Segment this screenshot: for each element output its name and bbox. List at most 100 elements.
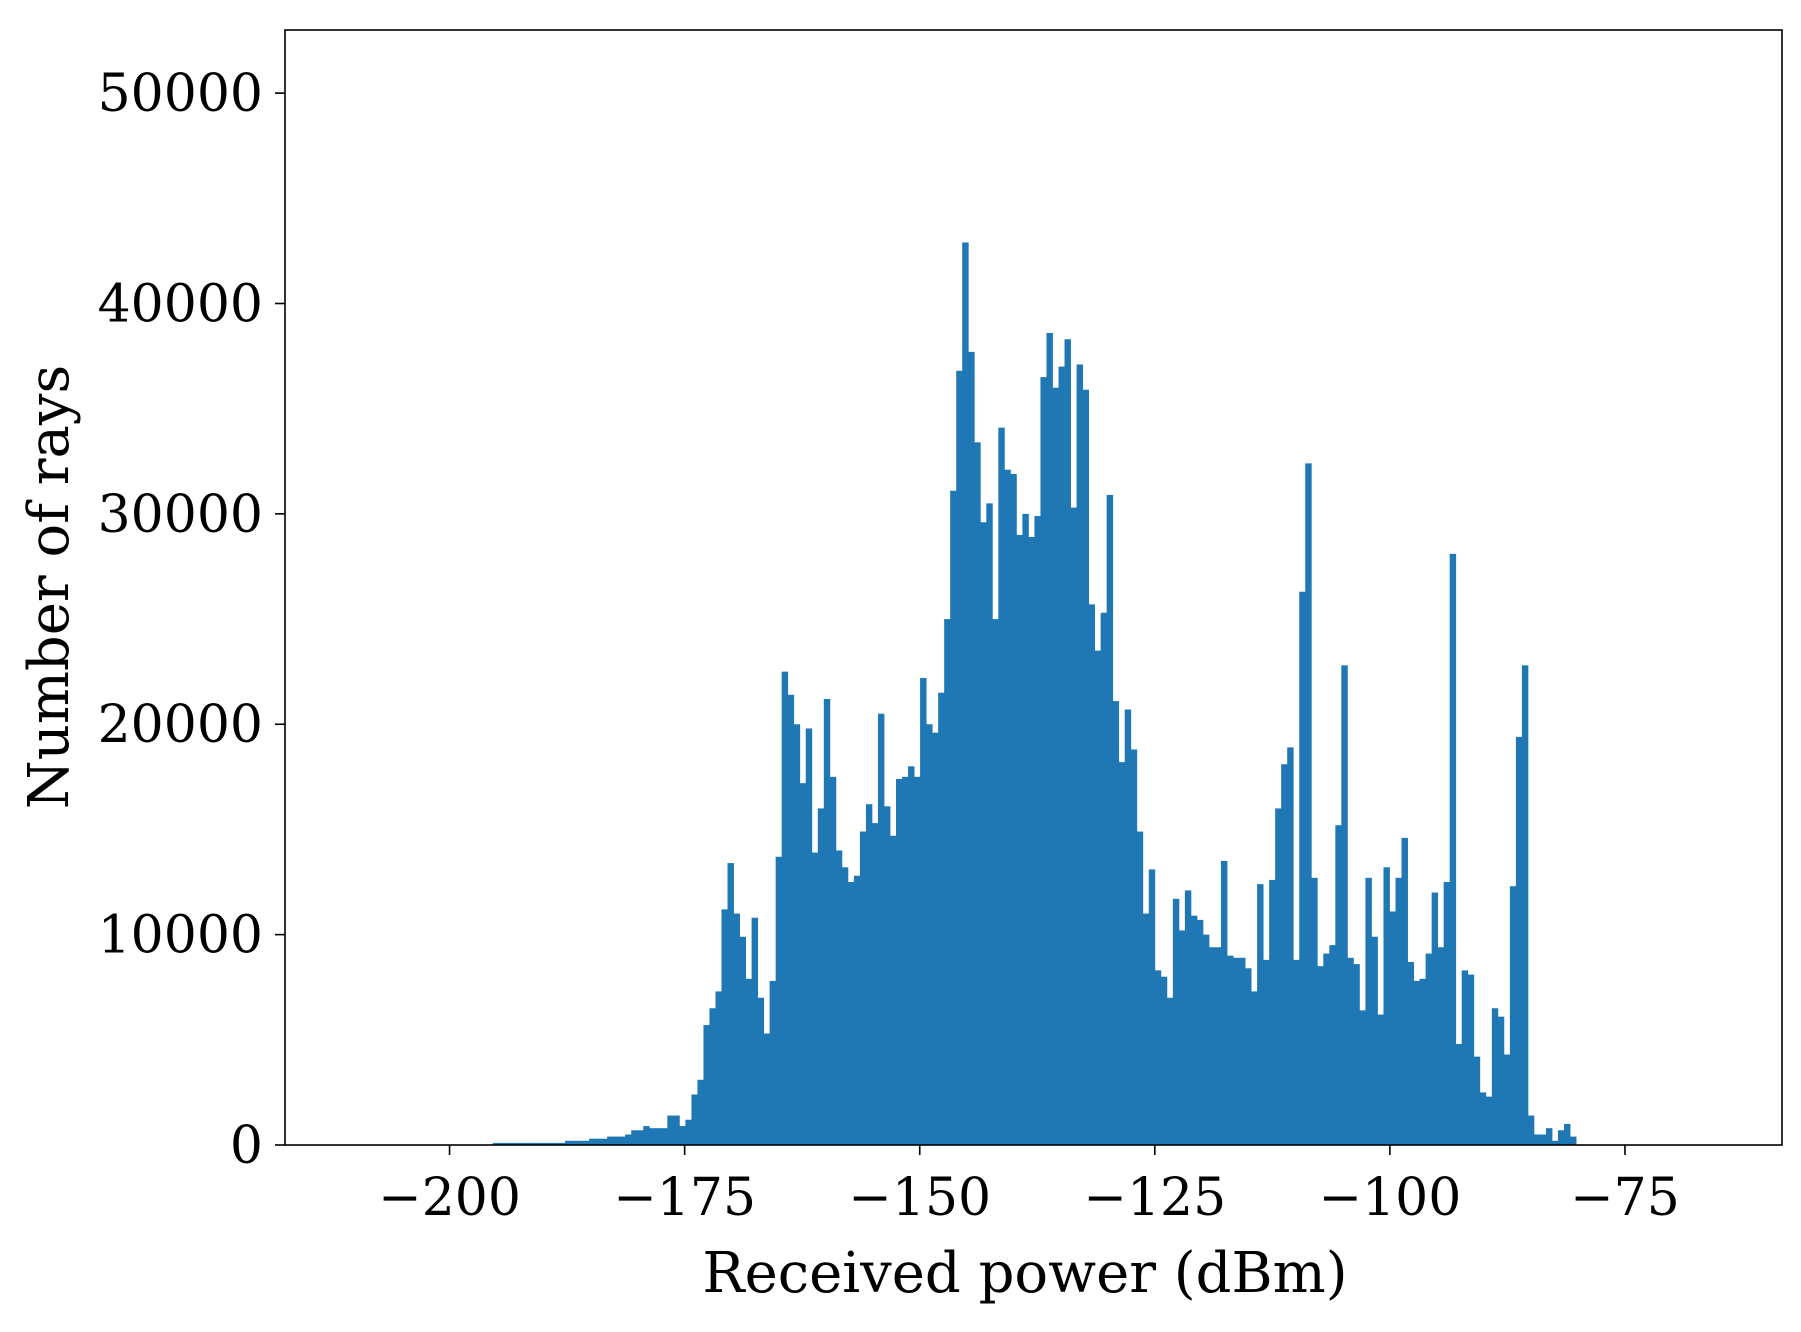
histogram-bar bbox=[883, 806, 891, 1145]
histogram-bar bbox=[1100, 612, 1108, 1145]
histogram-bar bbox=[974, 442, 981, 1146]
histogram-bar bbox=[1570, 1136, 1577, 1145]
histogram-bar bbox=[522, 1142, 530, 1145]
histogram-bar bbox=[1407, 961, 1414, 1145]
histogram-bar bbox=[1214, 947, 1222, 1145]
histogram-bar bbox=[709, 1008, 716, 1145]
x-tick-label: −75 bbox=[1570, 1168, 1680, 1228]
histogram-bar bbox=[510, 1142, 518, 1145]
histogram-bar bbox=[1154, 970, 1162, 1145]
histogram-bar bbox=[908, 766, 915, 1145]
histogram-bar bbox=[1112, 701, 1120, 1145]
histogram-bar bbox=[769, 980, 777, 1145]
histogram-bar bbox=[914, 776, 921, 1145]
histogram-bar bbox=[703, 1025, 710, 1145]
histogram-bar bbox=[1389, 911, 1396, 1145]
histogram-bar bbox=[1539, 1134, 1547, 1145]
histogram-bar bbox=[992, 619, 999, 1145]
histogram-bar bbox=[1239, 957, 1246, 1145]
histogram-bar bbox=[1552, 1140, 1559, 1145]
histogram-bar bbox=[1473, 1056, 1481, 1145]
histogram-bar bbox=[1558, 1130, 1565, 1145]
histogram-bar bbox=[1335, 825, 1342, 1145]
histogram-bar bbox=[841, 867, 849, 1145]
histogram-bar bbox=[516, 1142, 524, 1145]
histogram-bar bbox=[944, 619, 951, 1145]
histogram-bar bbox=[685, 1119, 692, 1145]
histogram-bar bbox=[667, 1115, 674, 1145]
histogram-bar bbox=[1485, 1096, 1493, 1145]
histogram-bar bbox=[1178, 930, 1186, 1145]
y-tick-label: 20000 bbox=[98, 695, 263, 755]
histogram-bar bbox=[571, 1140, 578, 1145]
histogram-bar bbox=[920, 677, 927, 1145]
histogram-bar bbox=[1148, 869, 1156, 1145]
histogram-bar bbox=[956, 370, 963, 1145]
histogram-bar bbox=[637, 1130, 644, 1145]
histogram-bar bbox=[1221, 860, 1228, 1145]
histogram-bar bbox=[781, 671, 789, 1145]
y-axis-label: Number of rays bbox=[17, 365, 82, 810]
histogram-bar bbox=[643, 1126, 650, 1145]
histogram-bar bbox=[1443, 882, 1451, 1145]
histogram-bar bbox=[1431, 892, 1439, 1145]
histogram-bar bbox=[1130, 749, 1138, 1145]
histogram-bar bbox=[1004, 469, 1011, 1145]
histogram-bar bbox=[775, 856, 783, 1145]
histogram-bar bbox=[1359, 1010, 1366, 1145]
histogram-bar bbox=[811, 852, 819, 1145]
histogram-bar bbox=[1227, 955, 1234, 1145]
histogram-bar bbox=[679, 1126, 686, 1145]
histogram-bar bbox=[1341, 665, 1348, 1145]
histogram-bar bbox=[1233, 957, 1240, 1145]
histogram-bar bbox=[865, 804, 873, 1145]
histogram-bar bbox=[1527, 1115, 1535, 1145]
histogram-bar bbox=[1419, 978, 1427, 1145]
y-tick-label: 10000 bbox=[98, 906, 263, 966]
histogram-bar bbox=[1076, 364, 1083, 1145]
histogram-bar bbox=[498, 1142, 506, 1145]
histogram-bar bbox=[751, 917, 759, 1145]
histogram-bar bbox=[1106, 494, 1114, 1145]
histogram-bar bbox=[847, 882, 855, 1145]
histogram-bar bbox=[799, 783, 807, 1145]
histogram-bar bbox=[559, 1142, 566, 1145]
y-tick-label: 0 bbox=[230, 1116, 263, 1176]
histogram-bar bbox=[1269, 879, 1276, 1145]
histogram-bar bbox=[745, 978, 752, 1145]
histogram-bar bbox=[1371, 936, 1378, 1145]
histogram-bar bbox=[565, 1140, 572, 1145]
histogram-bar bbox=[1251, 991, 1258, 1145]
histogram-bar bbox=[962, 242, 969, 1146]
histogram-bar bbox=[986, 503, 993, 1146]
histogram-bar bbox=[968, 351, 975, 1145]
histogram-bar bbox=[938, 692, 945, 1145]
histogram-bar bbox=[534, 1142, 542, 1145]
histogram-bar bbox=[1058, 366, 1065, 1146]
histogram-bar bbox=[926, 724, 933, 1145]
histogram-bar bbox=[1521, 665, 1529, 1145]
histogram-bar bbox=[577, 1140, 584, 1145]
histogram-bar bbox=[1479, 1092, 1487, 1145]
histogram-bar bbox=[1166, 997, 1174, 1145]
histogram-bar bbox=[1564, 1123, 1571, 1145]
histogram-bar bbox=[1281, 764, 1288, 1145]
histogram-bar bbox=[1383, 867, 1390, 1145]
histogram-bar bbox=[1184, 890, 1192, 1145]
histogram-bar bbox=[1016, 534, 1023, 1145]
histogram-bar bbox=[1347, 957, 1354, 1145]
histogram-bar bbox=[1377, 1014, 1384, 1145]
x-axis-ticks: −200 −175 −150 −125 −100 −75 bbox=[378, 1145, 1680, 1228]
plot-frame bbox=[284, 29, 1783, 1146]
histogram-bar bbox=[829, 776, 837, 1145]
histogram-bar bbox=[902, 776, 909, 1145]
histogram-bar bbox=[661, 1128, 668, 1145]
histogram-bar bbox=[1052, 387, 1059, 1145]
histogram-bar bbox=[853, 875, 861, 1145]
histogram-bar bbox=[492, 1142, 500, 1145]
histogram-bar bbox=[1124, 709, 1132, 1145]
x-tick-label: −125 bbox=[1083, 1168, 1226, 1228]
histogram-bar bbox=[1028, 537, 1035, 1145]
x-tick-label: −150 bbox=[848, 1168, 991, 1228]
histogram-bar bbox=[1503, 1054, 1511, 1145]
